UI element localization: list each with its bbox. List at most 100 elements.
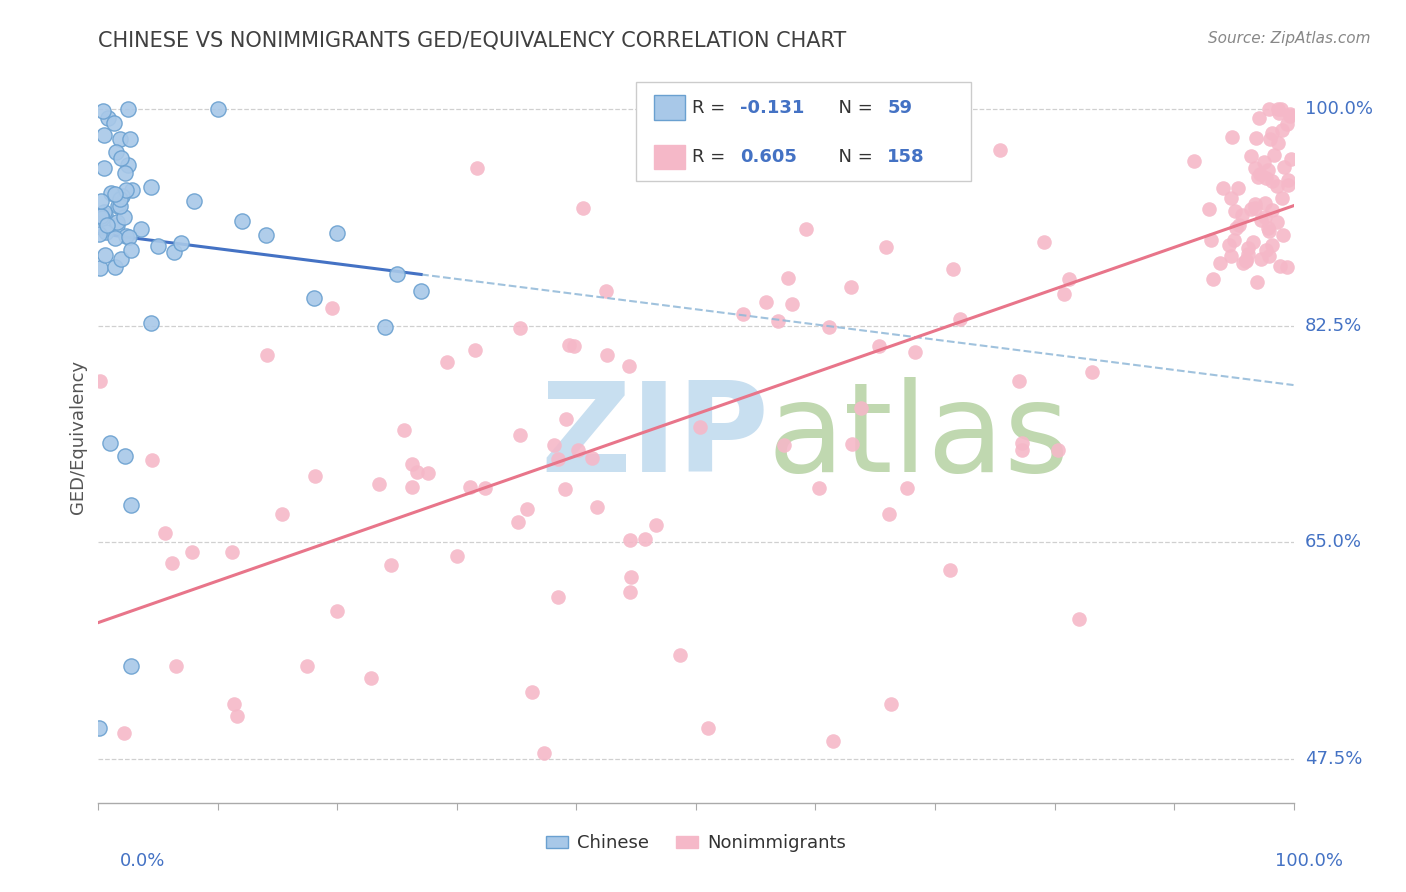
Point <box>117 158 139 172</box>
Point <box>121 183 143 197</box>
Point <box>464 343 486 358</box>
Point <box>1218 237 1240 252</box>
Point <box>411 284 433 298</box>
Text: 65.0%: 65.0% <box>1305 533 1361 551</box>
Point <box>1052 287 1074 301</box>
Point <box>644 518 666 533</box>
Point <box>155 526 177 541</box>
Point <box>1261 203 1284 218</box>
Point <box>222 697 245 711</box>
Point <box>165 659 187 673</box>
Point <box>1268 259 1291 273</box>
Point <box>114 183 136 197</box>
Point <box>619 585 641 599</box>
Point <box>110 151 132 165</box>
Point <box>766 314 789 328</box>
Point <box>107 198 129 212</box>
Point <box>949 312 972 326</box>
Point <box>401 481 423 495</box>
Point <box>458 480 481 494</box>
Point <box>231 214 253 228</box>
Point <box>1008 374 1031 388</box>
Point <box>1272 160 1295 174</box>
Point <box>1279 109 1302 123</box>
Text: 0.0%: 0.0% <box>120 852 165 870</box>
Point <box>595 284 617 298</box>
Point <box>1277 173 1299 187</box>
Point <box>1209 256 1232 270</box>
Point <box>1236 253 1258 268</box>
Point <box>163 244 186 259</box>
Point <box>1247 170 1270 185</box>
Point <box>1234 253 1257 268</box>
Point <box>1220 129 1243 144</box>
Point <box>1249 167 1271 181</box>
Point <box>160 556 183 570</box>
Point <box>1254 210 1277 224</box>
Point <box>778 271 800 285</box>
Point <box>1250 252 1272 266</box>
Point <box>129 222 152 236</box>
Point <box>1270 102 1292 116</box>
Point <box>697 722 720 736</box>
Point <box>823 734 845 748</box>
Point <box>1275 260 1298 275</box>
Point <box>360 671 382 685</box>
Point <box>105 219 128 233</box>
Point <box>1198 202 1220 216</box>
Point <box>141 452 163 467</box>
Point <box>506 515 529 529</box>
Point <box>374 320 396 334</box>
Point <box>90 211 112 225</box>
Point <box>1267 179 1289 194</box>
Point <box>1263 148 1285 162</box>
Text: 59: 59 <box>887 99 912 117</box>
Point <box>904 345 927 359</box>
Point <box>90 194 112 208</box>
Point <box>304 469 326 483</box>
Point <box>509 321 531 335</box>
Point <box>731 307 754 321</box>
Point <box>1265 215 1288 229</box>
Point <box>1257 163 1279 178</box>
Point <box>1250 213 1272 227</box>
Point <box>1225 203 1247 218</box>
Point <box>1261 238 1284 252</box>
Point <box>446 549 468 563</box>
Point <box>773 438 796 452</box>
Point <box>808 481 831 495</box>
Point <box>617 359 640 373</box>
Point <box>1258 131 1281 145</box>
Text: N =: N = <box>827 99 879 117</box>
Text: 158: 158 <box>887 148 925 166</box>
Point <box>105 215 128 229</box>
FancyBboxPatch shape <box>637 82 972 181</box>
Point <box>1254 195 1277 210</box>
Point <box>555 411 578 425</box>
Point <box>89 374 111 388</box>
Point <box>562 338 585 352</box>
FancyBboxPatch shape <box>654 95 685 120</box>
Point <box>221 545 243 559</box>
Point <box>392 423 415 437</box>
Point <box>586 500 609 514</box>
Y-axis label: GED/Equivalency: GED/Equivalency <box>69 360 87 514</box>
Text: 100.0%: 100.0% <box>1275 852 1343 870</box>
Point <box>111 189 134 203</box>
Point <box>1230 208 1253 222</box>
Point <box>516 502 538 516</box>
Point <box>689 419 711 434</box>
Point <box>254 227 277 242</box>
Point <box>326 604 349 618</box>
FancyBboxPatch shape <box>654 145 685 169</box>
Point <box>1057 272 1080 286</box>
Point <box>780 296 803 310</box>
Point <box>1244 131 1267 145</box>
Text: R =: R = <box>692 99 731 117</box>
Point <box>181 545 204 559</box>
Point <box>1254 243 1277 257</box>
Point <box>139 316 162 330</box>
Point <box>1241 235 1264 249</box>
Point <box>520 685 543 699</box>
Point <box>1267 102 1289 116</box>
